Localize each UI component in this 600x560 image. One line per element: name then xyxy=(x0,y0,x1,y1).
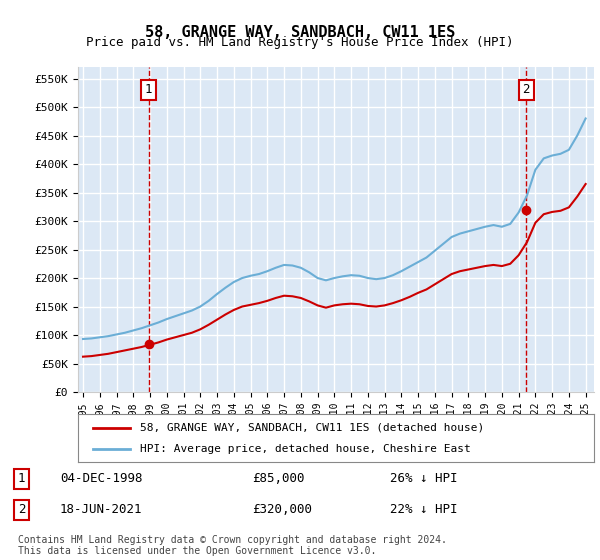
Text: Price paid vs. HM Land Registry's House Price Index (HPI): Price paid vs. HM Land Registry's House … xyxy=(86,36,514,49)
Text: 2: 2 xyxy=(523,83,530,96)
Text: 1: 1 xyxy=(18,473,25,486)
Text: £85,000: £85,000 xyxy=(252,473,305,486)
Text: £320,000: £320,000 xyxy=(252,503,312,516)
Text: 58, GRANGE WAY, SANDBACH, CW11 1ES (detached house): 58, GRANGE WAY, SANDBACH, CW11 1ES (deta… xyxy=(140,423,484,433)
Text: 26% ↓ HPI: 26% ↓ HPI xyxy=(390,473,458,486)
Text: Contains HM Land Registry data © Crown copyright and database right 2024.
This d: Contains HM Land Registry data © Crown c… xyxy=(18,535,447,557)
Text: HPI: Average price, detached house, Cheshire East: HPI: Average price, detached house, Ches… xyxy=(140,444,470,454)
Text: 18-JUN-2021: 18-JUN-2021 xyxy=(60,503,143,516)
Text: 04-DEC-1998: 04-DEC-1998 xyxy=(60,473,143,486)
Text: 1: 1 xyxy=(145,83,152,96)
Text: 2: 2 xyxy=(18,503,25,516)
Text: 22% ↓ HPI: 22% ↓ HPI xyxy=(390,503,458,516)
Text: 58, GRANGE WAY, SANDBACH, CW11 1ES: 58, GRANGE WAY, SANDBACH, CW11 1ES xyxy=(145,25,455,40)
